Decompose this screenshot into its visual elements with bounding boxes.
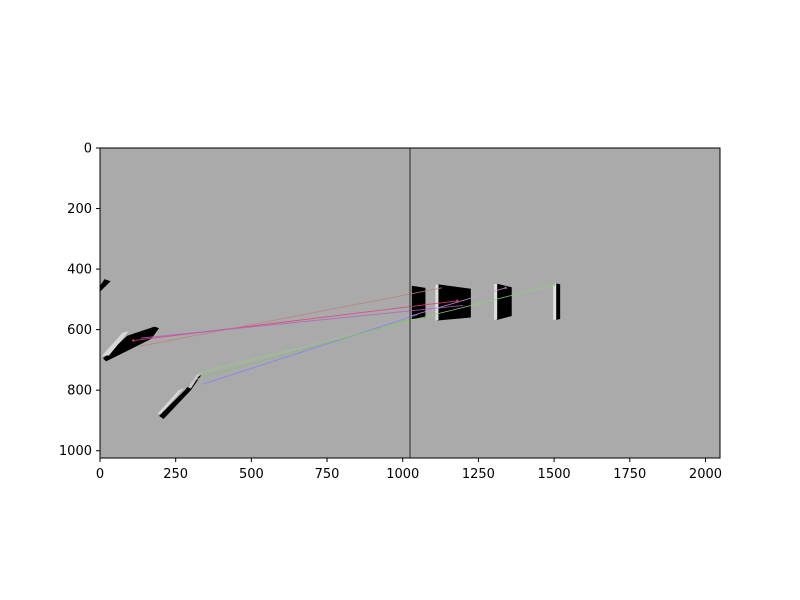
keypoint-3 (504, 286, 507, 290)
left-object-lower-highlight (157, 387, 185, 415)
left-object-upper-highlight (101, 331, 129, 357)
y-tick-label: 1000 (59, 444, 92, 459)
x-tick-label: 0 (96, 467, 104, 482)
keypoint-2 (456, 299, 459, 303)
plot-area (99, 147, 721, 459)
x-tick-label: 750 (315, 467, 340, 482)
right-object-4-highlight (553, 283, 557, 321)
keypoint-1 (132, 339, 135, 342)
y-tick-label: 200 (67, 202, 92, 217)
x-tick-label: 2000 (689, 467, 722, 482)
left-object-upper (103, 326, 160, 362)
match-line-7 (199, 318, 412, 379)
x-tick-label: 1000 (386, 467, 419, 482)
right-object-2-highlight (435, 284, 439, 321)
y-tick-label: 600 (67, 323, 92, 338)
match-line-6 (202, 314, 419, 385)
y-axis: 0 200 400 600 800 1000 (59, 142, 100, 459)
axes-frame (99, 147, 721, 459)
x-tick-label: 250 (163, 467, 188, 482)
match-line-1 (133, 300, 458, 341)
y-tick-label: 400 (67, 263, 92, 278)
right-object-3-highlight (494, 283, 498, 320)
right-object-3 (496, 283, 512, 320)
x-tick-label: 1750 (613, 467, 646, 482)
y-tick-label: 0 (84, 142, 92, 157)
x-axis: 0 250 500 750 1000 1250 1500 1750 2000 (96, 458, 722, 482)
match-line-2 (139, 287, 443, 347)
x-tick-label: 1500 (538, 467, 571, 482)
right-object-4 (555, 283, 561, 320)
keypoint-4 (552, 283, 556, 287)
image-content (100, 148, 561, 458)
x-tick-label: 1250 (462, 467, 495, 482)
left-object-lower-highlight-2 (187, 373, 201, 389)
x-tick-label: 500 (239, 467, 264, 482)
left-object-upper-fragment (100, 279, 111, 292)
y-tick-label: 800 (67, 384, 92, 399)
